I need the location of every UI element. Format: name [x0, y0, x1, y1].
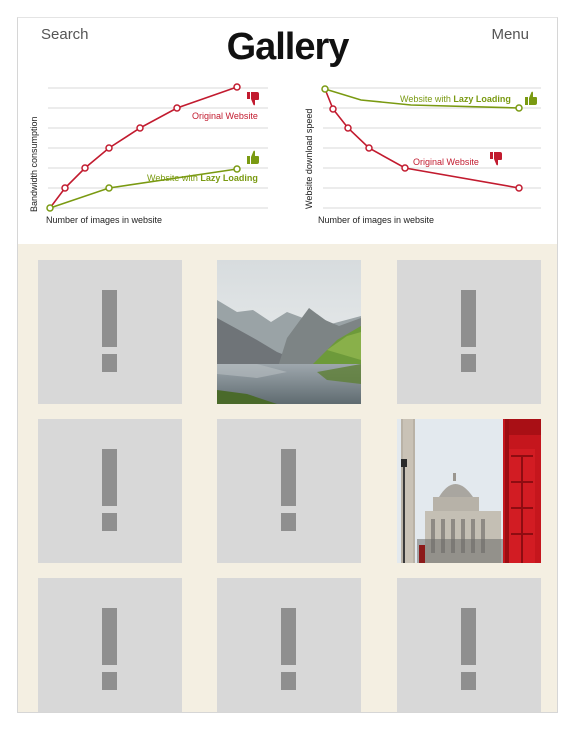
original-data-points	[329, 105, 523, 192]
lazy-data-points	[46, 165, 241, 212]
menu-link[interactable]: Menu	[491, 26, 529, 43]
thumbs-down-icon	[247, 92, 259, 106]
gallery-tile-placeholder[interactable]	[217, 578, 361, 712]
exclamation-icon	[102, 290, 117, 347]
bandwidth-chart: Original Website Website with Lazy Loadi…	[29, 83, 268, 225]
original-data-points	[61, 83, 241, 192]
gallery-tile-london-street[interactable]	[397, 419, 541, 563]
mountain-lake-photo	[217, 260, 361, 404]
exclamation-icon	[281, 608, 296, 665]
header: Search Gallery Menu Original	[18, 18, 557, 244]
exclamation-dot	[102, 513, 117, 531]
original-website-label: Original Website	[413, 157, 479, 167]
gallery-tile-mountain-lake[interactable]	[217, 260, 361, 404]
exclamation-dot	[281, 513, 296, 531]
london-street-phone-box-photo	[397, 419, 541, 563]
original-website-label: Original Website	[192, 111, 258, 121]
page-title: Gallery	[226, 26, 350, 68]
gallery-tile-placeholder[interactable]	[38, 578, 182, 712]
thumbs-up-icon	[525, 91, 537, 105]
thumbs-up-icon	[247, 150, 259, 164]
x-axis-label: Number of images in website	[46, 215, 162, 225]
exclamation-icon	[102, 449, 117, 506]
gallery-tile-placeholder[interactable]	[397, 260, 541, 404]
exclamation-dot	[281, 672, 296, 690]
y-axis-label: Bandwidth consumption	[29, 116, 39, 212]
exclamation-dot	[102, 354, 117, 372]
gallery-tile-placeholder[interactable]	[397, 578, 541, 712]
exclamation-icon	[461, 608, 476, 665]
exclamation-icon	[102, 608, 117, 665]
lazy-loading-line	[324, 88, 520, 109]
exclamation-dot	[102, 672, 117, 690]
chart-gridlines	[48, 87, 268, 209]
y-axis-label: Website download speed	[304, 109, 314, 209]
lazy-loading-label: Website with Lazy Loading	[400, 94, 511, 104]
exclamation-icon	[281, 449, 296, 506]
search-link[interactable]: Search	[41, 26, 89, 43]
lazy-data-points	[321, 85, 523, 112]
exclamation-dot	[461, 672, 476, 690]
app-frame: Search Gallery Menu Original	[17, 17, 558, 713]
gallery-tile-placeholder[interactable]	[38, 260, 182, 404]
exclamation-dot	[461, 354, 476, 372]
thumbs-down-icon	[490, 152, 502, 166]
lazy-loading-label: Website with Lazy Loading	[147, 173, 258, 183]
exclamation-icon	[461, 290, 476, 347]
gallery-grid	[18, 244, 557, 712]
gallery-tile-placeholder[interactable]	[217, 419, 361, 563]
x-axis-label: Number of images in website	[318, 215, 434, 225]
download-speed-chart: Website with Lazy Loading Original Websi…	[304, 85, 541, 225]
gallery-tile-placeholder[interactable]	[38, 419, 182, 563]
